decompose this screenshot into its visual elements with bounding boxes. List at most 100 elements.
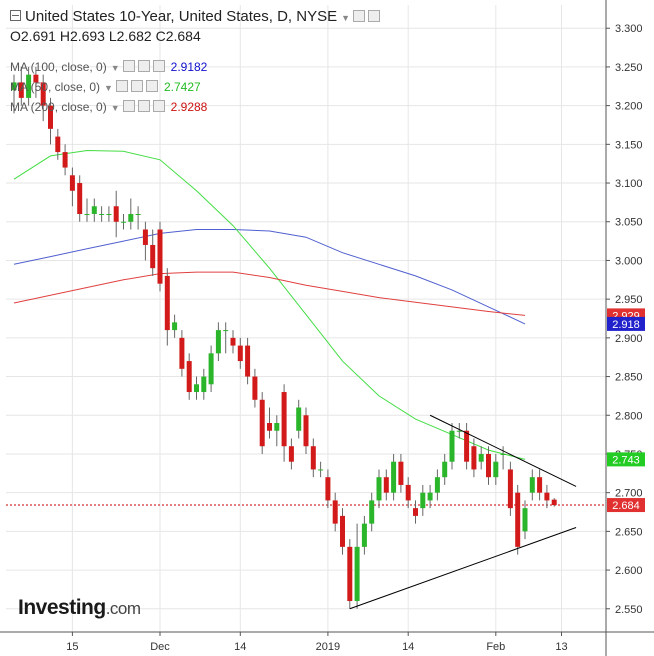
- price-label-text: 2.743: [612, 454, 640, 466]
- candle-body: [515, 492, 521, 547]
- candle-body: [230, 337, 236, 346]
- candle: [383, 469, 389, 501]
- candle: [186, 353, 192, 400]
- chevron-down-icon[interactable]: ▼: [341, 13, 351, 23]
- candle: [259, 392, 265, 454]
- ohlc-readout: O2.691 H2.693 L2.682 C2.684: [10, 28, 201, 44]
- y-tick-label: 2.850: [615, 372, 643, 384]
- candle: [442, 453, 448, 485]
- candle: [500, 446, 506, 470]
- candle-body: [281, 392, 287, 447]
- candle-body: [62, 152, 68, 168]
- candle-body: [347, 546, 353, 602]
- chevron-down-icon[interactable]: ▼: [110, 63, 120, 73]
- candle: [77, 175, 83, 222]
- moving-average-line: [13, 229, 526, 325]
- candle-body: [398, 461, 404, 485]
- eye-icon[interactable]: [122, 60, 135, 72]
- candle-body: [194, 384, 199, 393]
- close-icon[interactable]: [152, 60, 165, 72]
- candle-body: [113, 206, 119, 222]
- collapse-icon[interactable]: [10, 10, 21, 21]
- candle-body: [267, 423, 272, 431]
- candle-body: [537, 477, 543, 493]
- candle-body: [121, 221, 126, 223]
- y-tick-label: 3.250: [615, 62, 643, 74]
- candle: [142, 221, 148, 261]
- candle-body: [522, 508, 528, 532]
- candle: [398, 453, 404, 493]
- close-icon[interactable]: [145, 80, 158, 92]
- candle-body: [40, 82, 46, 106]
- indicator-row-ma50[interactable]: MA (50, close, 0) ▼ 2.7427: [10, 80, 201, 94]
- candle-body: [354, 546, 360, 602]
- candle: [544, 484, 550, 509]
- candle: [179, 330, 185, 377]
- candle-body: [288, 446, 294, 462]
- candle-body: [69, 175, 75, 191]
- candle-body: [33, 74, 39, 83]
- candle: [325, 469, 331, 509]
- candle-body: [310, 446, 316, 470]
- candle: [449, 423, 455, 470]
- candle: [478, 446, 484, 470]
- logo-name: Investing: [18, 596, 106, 619]
- candle: [84, 198, 90, 222]
- indicator-row-ma200[interactable]: MA (200, close, 0) ▼ 2.9288: [10, 100, 207, 114]
- eye-icon[interactable]: [122, 100, 135, 112]
- candle-body: [507, 469, 513, 509]
- close-icon[interactable]: [152, 100, 165, 112]
- candle: [464, 423, 470, 470]
- eye-icon[interactable]: [115, 80, 128, 92]
- gear-icon[interactable]: [137, 60, 150, 72]
- candle-body: [383, 477, 389, 493]
- grid-lines: [6, 5, 606, 632]
- candle-body: [245, 345, 251, 377]
- candle-body: [223, 330, 229, 332]
- candle-body: [48, 105, 53, 129]
- eye-icon[interactable]: [353, 10, 366, 22]
- candle-body: [201, 376, 207, 393]
- candle: [340, 508, 345, 555]
- candle-body: [77, 183, 83, 214]
- candle: [515, 484, 521, 555]
- candle: [522, 500, 528, 540]
- candle-body: [106, 214, 112, 215]
- indicator-row-ma100[interactable]: MA (100, close, 0) ▼ 2.9182: [10, 60, 207, 74]
- ohlc-open: O2.691: [10, 28, 56, 44]
- price-label: 2.684: [607, 498, 645, 513]
- candle-body: [442, 461, 448, 478]
- candle-body: [84, 214, 90, 215]
- candle-body: [318, 469, 324, 471]
- candle: [267, 407, 272, 439]
- indicator-label: MA (200, close, 0): [10, 100, 107, 114]
- x-tick-label: 14: [402, 641, 414, 653]
- ohlc-high: H2.693: [59, 28, 105, 44]
- candle: [281, 384, 287, 462]
- candle-body: [544, 492, 550, 501]
- candle-body: [376, 477, 382, 501]
- candle-body: [186, 361, 192, 393]
- candle: [274, 415, 280, 447]
- x-tick-label: 15: [66, 641, 78, 653]
- candle-body: [11, 82, 17, 91]
- candle-body: [493, 461, 499, 478]
- candle: [420, 484, 426, 516]
- investing-logo: Investing.com: [18, 596, 141, 620]
- price-label-text: 2.918: [612, 319, 640, 331]
- candle: [354, 523, 360, 609]
- y-tick-label: 2.950: [615, 294, 643, 306]
- gear-icon[interactable]: [368, 10, 381, 22]
- y-tick-label: 2.550: [615, 604, 643, 616]
- gear-icon[interactable]: [130, 80, 143, 92]
- candle-body: [529, 477, 535, 493]
- candle: [223, 322, 229, 354]
- candle-body: [369, 500, 375, 524]
- price-label-bg: [607, 452, 645, 467]
- gear-icon[interactable]: [137, 100, 150, 112]
- chevron-down-icon[interactable]: ▼: [104, 83, 113, 93]
- trendline: [349, 527, 577, 610]
- candle: [434, 469, 440, 501]
- chevron-down-icon[interactable]: ▼: [110, 103, 120, 113]
